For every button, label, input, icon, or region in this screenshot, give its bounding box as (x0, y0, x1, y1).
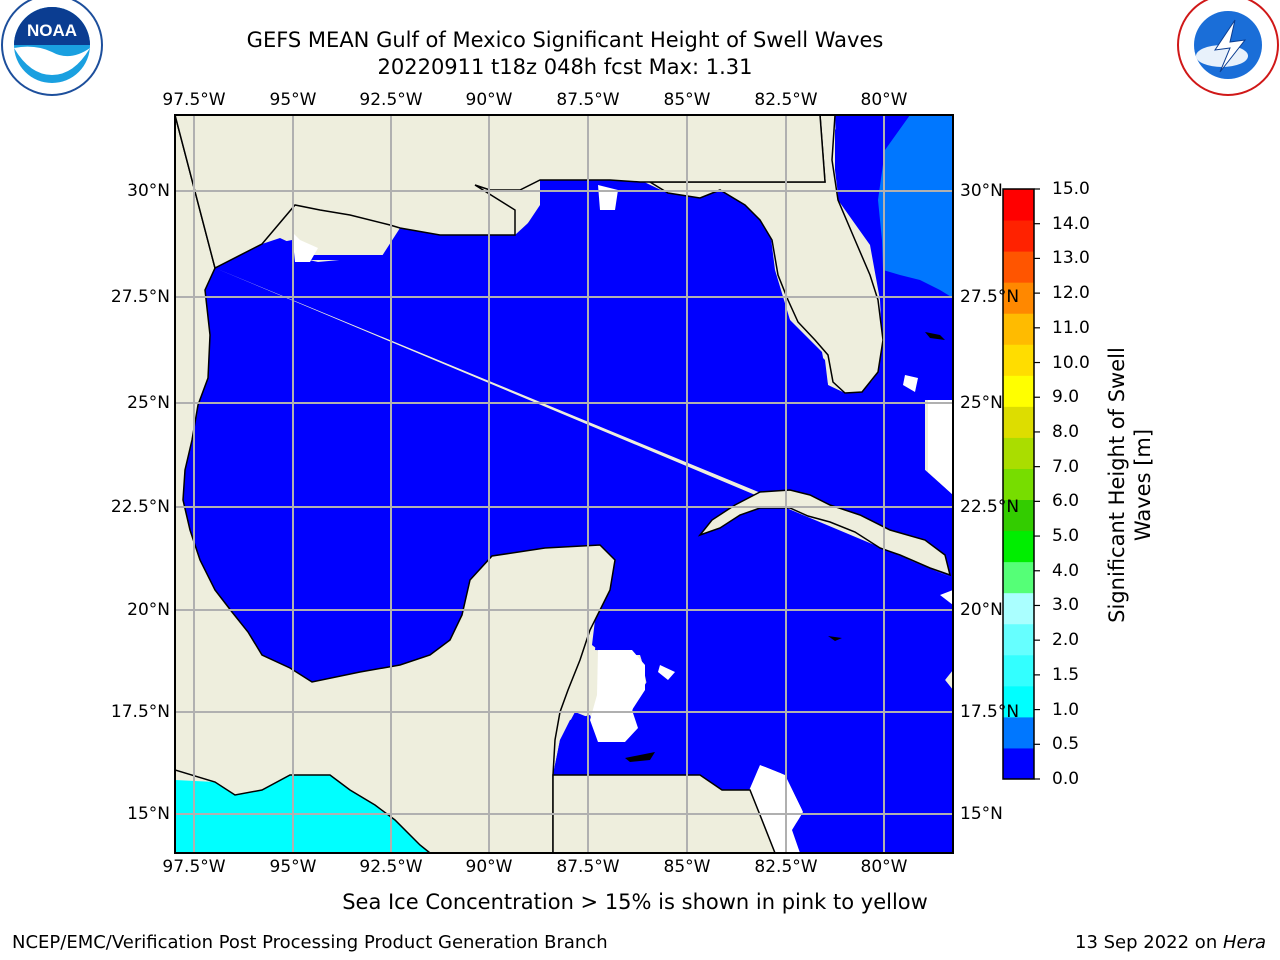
colorbar-tick-label: 1.5 (1052, 664, 1080, 685)
colorbar-label: Significant Height of Swell Waves [m] (1104, 315, 1156, 655)
colorbar-segment (1003, 654, 1034, 687)
nws-logo (1177, 0, 1279, 96)
colorbar-tick-label: 1.0 (1052, 699, 1080, 720)
colorbar-segment (1003, 747, 1034, 780)
footnote-text: Sea Ice Concentration > 15% is shown in … (342, 890, 928, 914)
florida (647, 114, 884, 394)
lat-tick-right: 17.5°N (960, 702, 1020, 722)
colorbar-label-line1: Significant Height of Swell (1105, 347, 1129, 623)
credit-right: 13 Sep 2022 on Hera (1075, 932, 1266, 953)
lon-tick-top: 87.5°W (556, 90, 620, 110)
colorbar-segment (1003, 437, 1034, 469)
lat-tick-right: 30°N (960, 181, 1003, 201)
colorbar-tick-label: 0.0 (1052, 769, 1080, 789)
lon-tick-bottom: 97.5°W (162, 857, 226, 877)
lon-tick-bottom: 95°W (269, 857, 317, 877)
colorbar-segment (1003, 313, 1034, 345)
colorbar-frame (1002, 188, 1035, 780)
lat-tick-left: 20°N (127, 600, 170, 620)
colorbar-tick-label: 8.0 (1052, 421, 1080, 442)
lat-tick-right: 27.5°N (960, 287, 1020, 307)
noaa-logo-text: NOAA (27, 21, 77, 40)
noaa-logo: NOAA (1, 0, 103, 96)
atlantic-swell-region (878, 115, 953, 298)
lat-tick-right: 20°N (960, 600, 1003, 620)
lon-tick-top: 90°W (465, 90, 513, 110)
colorbar-segment (1003, 282, 1034, 314)
land-masses (174, 114, 952, 854)
lat-tick-right: 15°N (960, 804, 1003, 824)
colorbar-segment (1003, 344, 1034, 376)
lat-tick-left: 27.5°N (110, 287, 170, 307)
small-islands (625, 332, 945, 762)
colorbar-tick-label: 10.0 (1052, 352, 1090, 373)
lat-tick-left: 17.5°N (110, 702, 170, 722)
map-title: GEFS MEAN Gulf of Mexico Significant Hei… (246, 28, 884, 52)
lon-tick-bottom: 85°W (663, 857, 711, 877)
lat-tick-right: 25°N (960, 393, 1003, 413)
colorbar-segment (1003, 530, 1034, 563)
colorbar-tick-label: 9.0 (1052, 387, 1080, 408)
graticule (175, 115, 953, 853)
colorbar-segment (1003, 468, 1034, 501)
colorbar-tick-label: 0.5 (1052, 734, 1080, 755)
colorbar-label-line2: Waves [m] (1131, 428, 1155, 542)
colorbar (1002, 188, 1040, 780)
map-frame (174, 114, 954, 854)
lat-tick-left: 15°N (127, 804, 170, 824)
colorbar-segment (1003, 406, 1034, 438)
lon-tick-bottom: 82.5°W (754, 857, 818, 877)
colorbar-segment (1003, 189, 1034, 221)
colorbar-tick-label: 5.0 (1052, 526, 1080, 547)
map-subtitle: 20220911 t18z 048h fcst Max: 1.31 (377, 55, 753, 79)
colorbar-segment (1003, 685, 1034, 718)
lon-tick-bottom: 92.5°W (359, 857, 423, 877)
gulf-ocean (183, 115, 953, 853)
colorbar-tick-label: 12.0 (1052, 283, 1090, 304)
lon-tick-bottom: 80°W (860, 857, 908, 877)
colorbar-segment (1003, 499, 1034, 532)
colorbar-segment (1003, 561, 1034, 594)
lat-tick-left: 22.5°N (110, 497, 170, 517)
no-data-patches (292, 185, 953, 853)
credit-date: 13 Sep 2022 on (1075, 932, 1223, 953)
lon-tick-top: 92.5°W (359, 90, 423, 110)
colorbar-tick-label: 14.0 (1052, 213, 1090, 234)
colorbar-tick-label: 11.0 (1052, 317, 1090, 338)
lon-tick-bottom: 87.5°W (556, 857, 620, 877)
lon-tick-top: 80°W (860, 90, 908, 110)
colorbar-segment (1003, 716, 1034, 749)
footnote: Sea Ice Concentration > 15% is shown in … (0, 890, 1280, 914)
colorbar-tick-label: 4.0 (1052, 560, 1080, 581)
lon-tick-top: 85°W (663, 90, 711, 110)
colorbar-tick-label: 3.0 (1052, 595, 1080, 616)
lon-tick-top: 97.5°W (162, 90, 226, 110)
colorbar-tick-label: 6.0 (1052, 491, 1080, 512)
colorbar-segment (1003, 592, 1034, 625)
lon-tick-bottom: 90°W (465, 857, 513, 877)
colorbar-tick-label: 13.0 (1052, 248, 1090, 269)
colorbar-tick-label: 2.0 (1052, 630, 1080, 651)
us-gulf-coast (174, 114, 826, 270)
colorbar-segment (1003, 220, 1034, 252)
colorbar-segment (1003, 623, 1034, 656)
credit-machine: Hera (1222, 932, 1266, 953)
lon-tick-top: 82.5°W (754, 90, 818, 110)
colorbar-segment (1003, 375, 1034, 407)
credit-left: NCEP/EMC/Verification Post Processing Pr… (12, 932, 608, 953)
colorbar-segment (1003, 251, 1034, 283)
colorbar-tick-label: 15.0 (1052, 179, 1090, 199)
lat-tick-left: 30°N (127, 181, 170, 201)
colorbar-tick-label: 7.0 (1052, 456, 1080, 477)
lat-tick-left: 25°N (127, 393, 170, 413)
lon-tick-top: 95°W (269, 90, 317, 110)
lat-tick-right: 22.5°N (960, 497, 1020, 517)
